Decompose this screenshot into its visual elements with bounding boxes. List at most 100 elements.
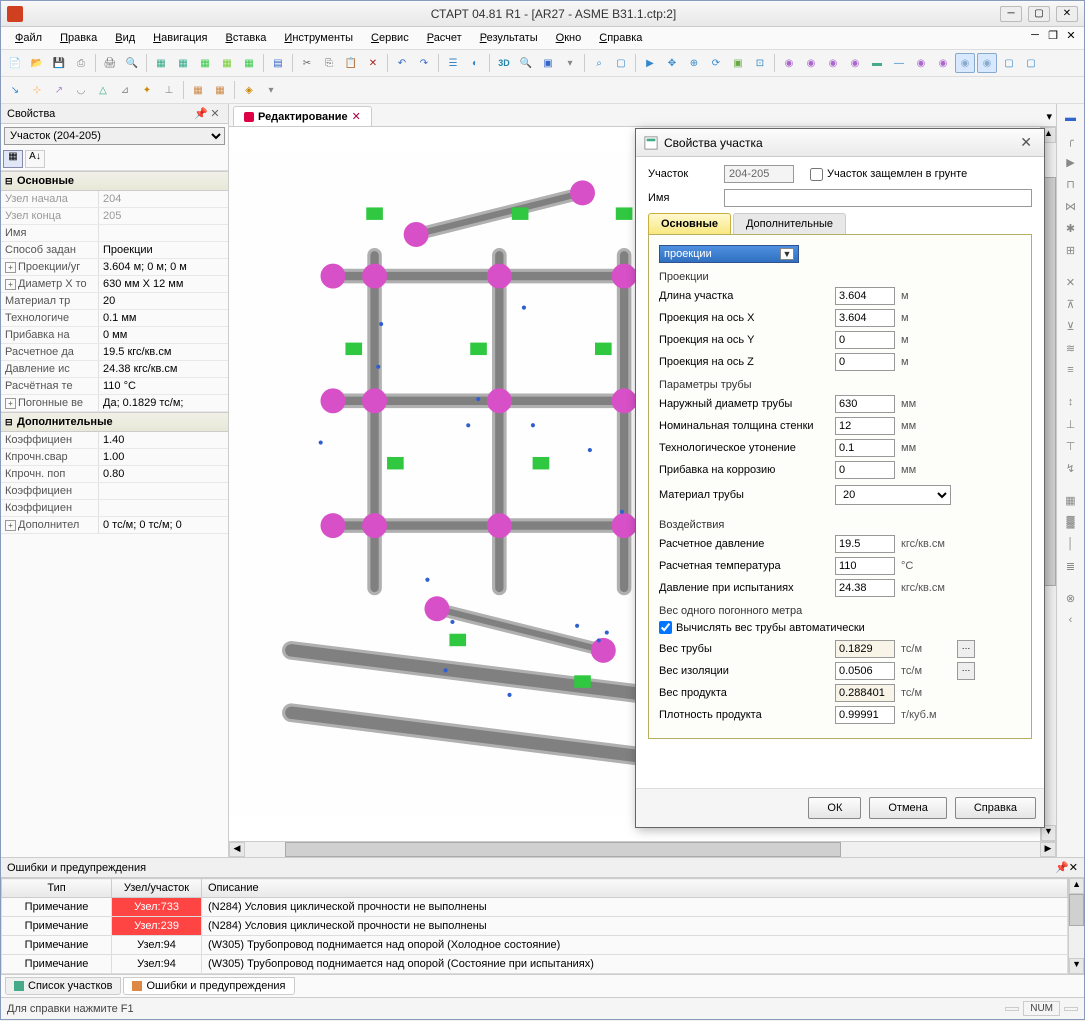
tab-main[interactable]: Основные bbox=[648, 213, 731, 234]
menu-Сервис[interactable]: Сервис bbox=[363, 29, 417, 47]
error-row[interactable]: ПримечаниеУзел:733(N284) Условия цикличе… bbox=[2, 898, 1068, 917]
field-input[interactable] bbox=[835, 417, 895, 435]
prop-row[interactable]: Давление ис24.38 кгс/кв.см bbox=[1, 361, 228, 378]
toolbar-icon[interactable]: ▦ bbox=[217, 53, 237, 73]
prop-row[interactable]: Способ заданПроекции bbox=[1, 242, 228, 259]
toolbar-icon[interactable]: 📋 bbox=[341, 53, 361, 73]
field-browse-button[interactable]: … bbox=[957, 640, 975, 658]
rail-icon[interactable]: ≡ bbox=[1061, 360, 1081, 380]
prop-row[interactable]: Прибавка на0 мм bbox=[1, 327, 228, 344]
rail-icon[interactable]: ⊓ bbox=[1061, 174, 1081, 194]
toolbar-icon[interactable]: ◉ bbox=[911, 53, 931, 73]
errors-scrollbar[interactable]: ▲▼ bbox=[1068, 878, 1084, 974]
rail-icon[interactable]: ⊼ bbox=[1061, 294, 1081, 314]
menu-Расчет[interactable]: Расчет bbox=[419, 29, 470, 47]
toolbar-icon[interactable]: ▣ bbox=[538, 53, 558, 73]
prop-row[interactable]: +Дополнител0 тс/м; 0 тс/м; 0 bbox=[1, 517, 228, 534]
mdi-minimize[interactable]: ─ bbox=[1028, 29, 1042, 47]
rail-icon[interactable]: ⊤ bbox=[1061, 436, 1081, 456]
toolbar-icon[interactable]: ◉ bbox=[801, 53, 821, 73]
toolbar-icon[interactable]: 🔍 bbox=[516, 53, 536, 73]
toolbar-icon[interactable]: ◉ bbox=[845, 53, 865, 73]
rail-icon[interactable]: ▓ bbox=[1061, 512, 1081, 532]
menu-Окно[interactable]: Окно bbox=[548, 29, 590, 47]
menu-Файл[interactable]: Файл bbox=[7, 29, 50, 47]
field-input[interactable] bbox=[835, 557, 895, 575]
rail-icon[interactable]: ⊥ bbox=[1061, 414, 1081, 434]
toolbar-icon[interactable]: ⊥ bbox=[159, 80, 179, 100]
errors-pin-icon[interactable]: 📌 bbox=[1055, 861, 1069, 874]
toolbar-icon[interactable]: 📂 bbox=[27, 53, 47, 73]
toolbar-icon[interactable]: ✂ bbox=[297, 53, 317, 73]
field-input[interactable] bbox=[835, 439, 895, 457]
toolbar-icon[interactable]: ⊕ bbox=[684, 53, 704, 73]
menu-Навигация[interactable]: Навигация bbox=[145, 29, 215, 47]
toolbar-icon[interactable]: ⊡ bbox=[750, 53, 770, 73]
prop-row[interactable]: +Диаметр X то630 мм X 12 мм bbox=[1, 276, 228, 293]
menu-Вставка[interactable]: Вставка bbox=[218, 29, 275, 47]
prop-row[interactable]: Узел конца205 bbox=[1, 208, 228, 225]
doc-tabs-menu-icon[interactable]: ▾ bbox=[1046, 110, 1052, 123]
toolbar-icon[interactable]: ⊿ bbox=[115, 80, 135, 100]
toolbar-icon[interactable]: ▦ bbox=[239, 53, 259, 73]
toolbar-icon[interactable]: ↶ bbox=[392, 53, 412, 73]
field-input[interactable] bbox=[835, 579, 895, 597]
rail-icon[interactable]: ↕ bbox=[1061, 392, 1081, 412]
toolbar-icon[interactable]: ⟳ bbox=[706, 53, 726, 73]
method-dropdown[interactable]: проекции ▼ bbox=[659, 245, 799, 263]
toolbar-icon[interactable]: ↷ bbox=[414, 53, 434, 73]
toolbar-icon[interactable]: ⎙ bbox=[71, 53, 91, 73]
field-input[interactable] bbox=[835, 640, 895, 658]
toolbar-icon[interactable]: ◉ bbox=[955, 53, 975, 73]
element-selector[interactable]: Участок (204-205) bbox=[4, 127, 225, 145]
prop-row[interactable]: +Проекции/уг3.604 м; 0 м; 0 м bbox=[1, 259, 228, 276]
rail-icon[interactable]: │ bbox=[1061, 534, 1081, 554]
errors-col-header[interactable]: Узел/участок bbox=[112, 879, 202, 898]
bottom-tab[interactable]: Ошибки и предупреждения bbox=[123, 977, 294, 995]
field-input[interactable] bbox=[835, 662, 895, 680]
sort-categorized-button[interactable]: ▦ bbox=[3, 150, 23, 168]
toolbar-icon[interactable]: 📄 bbox=[5, 53, 25, 73]
toolbar-icon[interactable]: ▢ bbox=[999, 53, 1019, 73]
toolbar-icon[interactable]: ▢ bbox=[611, 53, 631, 73]
toolbar-icon[interactable]: ↗ bbox=[49, 80, 69, 100]
prop-row[interactable]: Имя bbox=[1, 225, 228, 242]
field-input[interactable] bbox=[835, 353, 895, 371]
toolbar-icon[interactable]: ▦ bbox=[188, 80, 208, 100]
prop-row[interactable]: Узел начала204 bbox=[1, 191, 228, 208]
prop-row[interactable]: +Погонные веДа; 0.1829 тс/м; bbox=[1, 395, 228, 412]
toolbar-icon[interactable]: ✥ bbox=[662, 53, 682, 73]
rail-icon[interactable]: ⋈ bbox=[1061, 196, 1081, 216]
prop-row[interactable]: Коэффициен bbox=[1, 483, 228, 500]
errors-col-header[interactable]: Тип bbox=[2, 879, 112, 898]
error-row[interactable]: ПримечаниеУзел:239(N284) Условия цикличе… bbox=[2, 917, 1068, 936]
props-close-icon[interactable]: ✕ bbox=[208, 107, 222, 120]
auto-weight-checkbox[interactable] bbox=[659, 621, 672, 634]
toolbar-icon[interactable]: ▢ bbox=[1021, 53, 1041, 73]
toolbar-icon[interactable]: ◐ bbox=[465, 53, 485, 73]
cancel-button[interactable]: Отмена bbox=[869, 797, 946, 819]
scroll-right-icon[interactable]: ▶ bbox=[1040, 842, 1056, 857]
toolbar-icon[interactable]: ▬ bbox=[867, 53, 887, 73]
menu-Результаты[interactable]: Результаты bbox=[472, 29, 546, 47]
mdi-restore[interactable]: ❐ bbox=[1046, 29, 1060, 47]
rail-icon[interactable]: ↯ bbox=[1061, 458, 1081, 478]
close-button[interactable]: ✕ bbox=[1056, 6, 1078, 22]
scrollbar-horizontal[interactable]: ◀ ▶ bbox=[229, 841, 1056, 857]
menu-Правка[interactable]: Правка bbox=[52, 29, 105, 47]
toolbar-icon[interactable]: ▦ bbox=[195, 53, 215, 73]
minimize-button[interactable]: ─ bbox=[1000, 6, 1022, 22]
toolbar-icon[interactable]: 🔍 bbox=[122, 53, 142, 73]
rail-icon[interactable]: ▬ bbox=[1061, 108, 1081, 128]
toolbar-icon[interactable]: ◉ bbox=[977, 53, 997, 73]
toolbar-icon[interactable]: ⎘ bbox=[319, 53, 339, 73]
rail-icon[interactable]: ⊞ bbox=[1061, 240, 1081, 260]
toolbar-icon[interactable]: ▦ bbox=[173, 53, 193, 73]
toolbar-icon[interactable]: 🖨 bbox=[100, 53, 120, 73]
help-button[interactable]: Справка bbox=[955, 797, 1036, 819]
menu-Справка[interactable]: Справка bbox=[591, 29, 650, 47]
material-select[interactable]: 20 bbox=[835, 485, 951, 505]
tab-additional[interactable]: Дополнительные bbox=[733, 213, 846, 234]
error-row[interactable]: ПримечаниеУзел:94(W305) Трубопровод подн… bbox=[2, 955, 1068, 974]
prop-row[interactable]: Технологиче0.1 мм bbox=[1, 310, 228, 327]
